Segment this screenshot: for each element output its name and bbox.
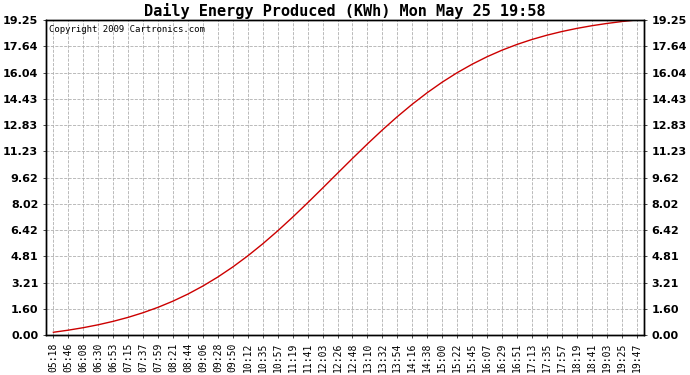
Title: Daily Energy Produced (KWh) Mon May 25 19:58: Daily Energy Produced (KWh) Mon May 25 1…	[144, 3, 546, 19]
Text: Copyright 2009 Cartronics.com: Copyright 2009 Cartronics.com	[49, 25, 205, 34]
